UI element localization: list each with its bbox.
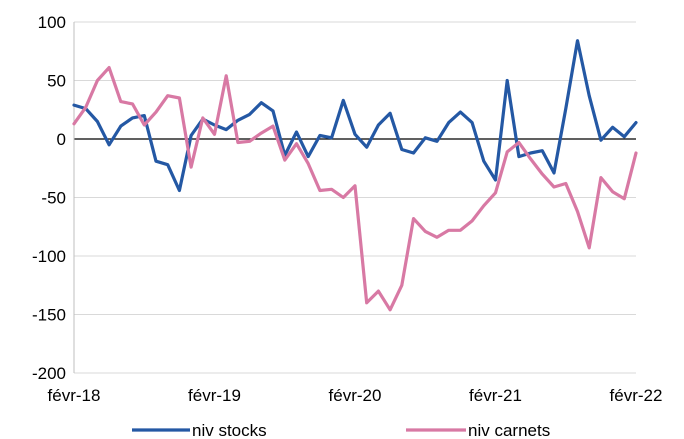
y-tick-label: -50	[41, 189, 66, 208]
y-tick-label: 100	[38, 13, 66, 32]
y-tick-label: -150	[32, 306, 66, 325]
legend: niv stocks niv carnets	[132, 421, 550, 439]
x-axis-tick-labels: févr-18 févr-19 févr-20 févr-21 févr-22	[48, 386, 663, 405]
legend-label: niv carnets	[468, 421, 550, 439]
y-tick-label: 50	[47, 72, 66, 91]
y-axis-tick-labels: 100 50 0 -50 -100 -150 -200	[32, 13, 66, 383]
legend-label: niv stocks	[192, 421, 267, 439]
x-axis	[73, 22, 636, 373]
series-line-carnets	[72, 65, 638, 312]
x-tick-label: févr-21	[469, 386, 522, 405]
x-tick-label: févr-20	[329, 386, 382, 405]
x-tick-label: févr-19	[188, 386, 241, 405]
x-tick-label: févr-22	[610, 386, 663, 405]
y-tick-label: -200	[32, 364, 66, 383]
x-tick-label: févr-18	[48, 386, 101, 405]
series-line-stocks	[72, 39, 638, 193]
series-lines	[72, 39, 638, 312]
y-tick-label: -100	[32, 247, 66, 266]
y-tick-label: 0	[57, 130, 66, 149]
